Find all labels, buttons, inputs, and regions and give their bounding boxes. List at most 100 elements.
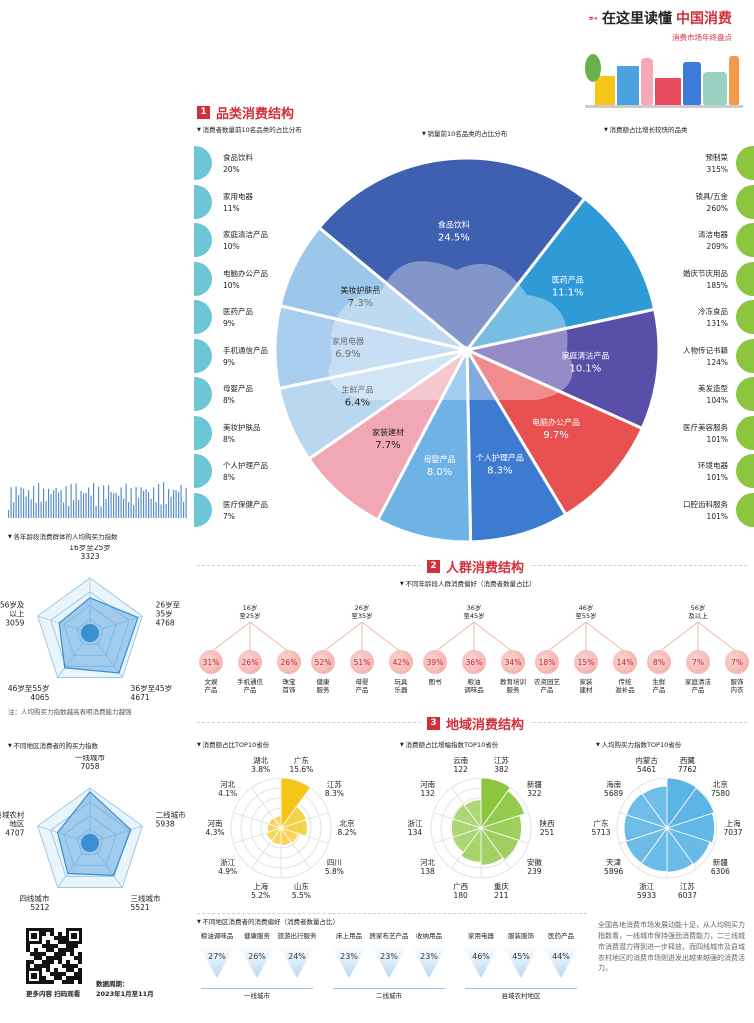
connector-line — [697, 622, 738, 652]
region-pref-triangle — [239, 946, 275, 978]
polar-sector — [280, 777, 311, 830]
region-pref-label: 收纳用品 — [416, 932, 442, 940]
qr-module — [54, 936, 58, 940]
age-group-label: 56岁 及以上 — [688, 604, 708, 621]
barcode-bar — [155, 501, 157, 518]
pie-slice-label: 个人护理产品 — [476, 452, 524, 462]
left-category-marker — [194, 377, 212, 411]
barcode-bar — [163, 482, 165, 518]
barcode-bar — [158, 484, 160, 518]
qr-module — [42, 964, 46, 968]
polar-value: 8.3% — [325, 789, 344, 798]
polar-value: 322 — [527, 789, 542, 798]
left-category-row: 个人护理产品 8% — [194, 454, 287, 488]
barcode-bar — [13, 502, 15, 518]
qr-module — [50, 948, 54, 952]
qr-module — [38, 964, 42, 968]
barcode-bar — [150, 498, 152, 518]
pie-slice-label: 母婴产品 — [424, 454, 456, 464]
polar-category: 广东 — [594, 818, 609, 828]
pie-slice-label: 家庭清洁产品 — [561, 350, 609, 360]
polar-sector — [480, 777, 511, 830]
polar-sector — [451, 827, 483, 853]
qr-module — [50, 928, 54, 932]
barcode-bar — [40, 501, 42, 518]
qr-module — [46, 960, 50, 964]
pie-slice-value: 7.7% — [375, 440, 400, 451]
right-category-name: 冷冻食品 — [698, 307, 728, 316]
barcode-bar — [145, 489, 147, 518]
region-group-name: 二线城市 — [376, 992, 402, 1000]
right-category-row: 锁具/五金 260% — [660, 184, 754, 219]
barcode-bar — [183, 501, 185, 518]
polar-category: 北京 — [713, 779, 728, 789]
section3-label: 地域消费结构 — [446, 718, 525, 733]
age-group-connector — [322, 622, 402, 652]
right-category-marker — [736, 454, 754, 488]
left-category-name: 个人护理产品 — [223, 461, 268, 470]
polar-value: 5.8% — [325, 867, 344, 876]
polar-category: 重庆 — [494, 881, 509, 891]
age-group-connector — [546, 622, 626, 652]
region-pref-label: 粮油调味品 — [200, 932, 234, 940]
right-category-value: 185% — [706, 280, 728, 290]
pie-slice — [463, 346, 645, 517]
polar-sector — [641, 785, 668, 830]
right-category-marker — [736, 300, 754, 334]
polar-sector — [625, 827, 669, 864]
qr-module — [62, 940, 66, 944]
polar-sector — [452, 803, 483, 829]
polar-value: 211 — [494, 891, 509, 900]
region-pref-pct: 45% — [512, 952, 530, 961]
barcode-bar — [125, 483, 127, 518]
barcode-bar — [133, 505, 135, 518]
barcode-bar — [15, 486, 17, 518]
polar-category: 浙江 — [639, 881, 654, 891]
qr-finder-core — [31, 973, 37, 979]
barcode-bar — [110, 491, 112, 518]
barcode-bar — [18, 495, 20, 518]
left-category-value: 20% — [223, 165, 240, 174]
barcode-bar — [65, 486, 67, 518]
polar-category: 江苏 — [327, 779, 342, 789]
s1-right-title: 消费额占比增长较快的品类 — [604, 126, 687, 134]
left-category-name: 食品饮料 — [223, 153, 253, 162]
right-category-marker — [736, 146, 754, 180]
age-pref-label: 母婴 产品 — [355, 678, 369, 695]
qr-module — [46, 948, 50, 952]
radar-axis-label: 一线城市 — [75, 755, 105, 762]
left-category-row: 医疗保健产品 7% — [194, 492, 287, 527]
radar-region-title: 不同地区消费者的购买力指数 — [8, 742, 98, 750]
age-group-connector — [210, 622, 290, 652]
barcode-bar — [83, 493, 85, 518]
right-category-name: 锁具/五金 — [695, 191, 728, 201]
qr-module — [54, 972, 58, 976]
barcode-bar — [53, 489, 55, 518]
qr-code[interactable] — [26, 928, 82, 984]
connector-line — [473, 622, 514, 652]
barcode-bar — [20, 487, 22, 518]
qr-module — [62, 980, 66, 984]
qr-module — [54, 976, 58, 980]
connector-line — [249, 622, 290, 652]
pie-slice-value: 8.0% — [427, 467, 452, 478]
qr-module — [46, 964, 50, 968]
polar-sector — [273, 815, 282, 830]
region-group-name: 一线城市 — [244, 992, 270, 1000]
qr-module — [34, 948, 38, 952]
qr-module — [26, 944, 30, 948]
connector-line — [322, 622, 363, 652]
pie-slice — [375, 349, 473, 544]
pie-slice-value: 7.3% — [348, 298, 373, 309]
qr-finder-core — [71, 933, 77, 939]
section2-label: 人群消费结构 — [446, 561, 525, 576]
barcode-bar — [8, 510, 10, 518]
right-category-value: 315% — [706, 165, 728, 174]
radar-axis-value: 3323 — [80, 552, 99, 561]
left-category-value: 8% — [223, 473, 235, 482]
age-pref-label: 教育培训 服务 — [500, 678, 526, 695]
polar-category: 北京 — [340, 818, 355, 828]
